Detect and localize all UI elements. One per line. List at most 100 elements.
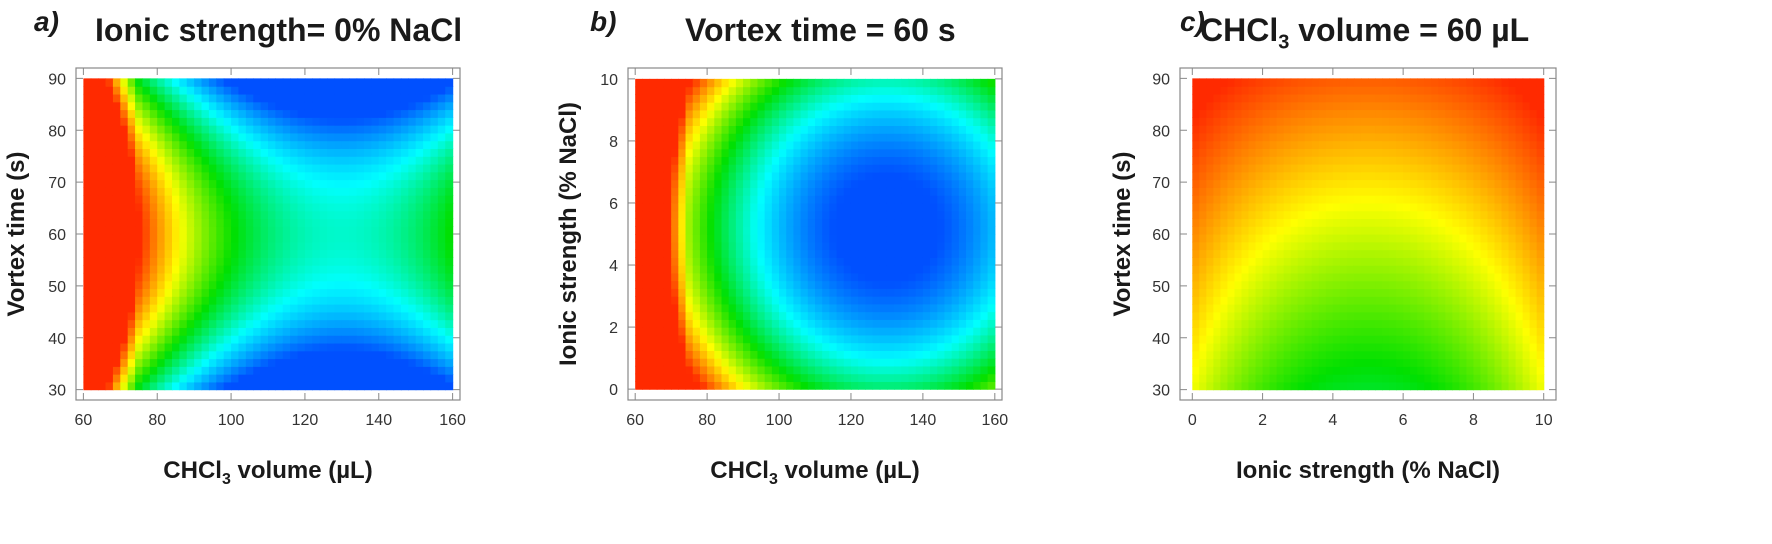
heatmap-cell — [1220, 296, 1229, 305]
heatmap-cell — [779, 327, 787, 336]
heatmap-cell — [1311, 304, 1320, 313]
heatmap-cell — [378, 311, 387, 321]
heatmap-cell — [415, 195, 424, 204]
heatmap-cell — [685, 210, 694, 220]
heatmap-cell — [1332, 109, 1341, 118]
heatmap-cell — [1199, 117, 1207, 126]
heatmap-cell — [980, 249, 989, 258]
heatmap-cell — [822, 327, 830, 336]
heatmap-cell — [750, 148, 759, 158]
heatmap-cell — [779, 311, 787, 320]
heatmap-cell — [179, 101, 188, 111]
heatmap-cell — [437, 358, 446, 367]
heatmap-cell — [216, 187, 225, 196]
heatmap-cell — [327, 288, 336, 297]
heatmap-cell — [908, 226, 917, 235]
heatmap-cell — [1339, 226, 1348, 235]
heatmap-cell — [915, 140, 924, 150]
heatmap-cell — [1290, 171, 1299, 181]
heatmap-cell — [282, 234, 291, 243]
heatmap-cell — [886, 109, 895, 119]
heatmap-cell — [105, 101, 114, 111]
heatmap-cell — [879, 249, 888, 258]
heatmap-cell — [937, 381, 946, 390]
heatmap-cell — [750, 311, 759, 320]
heatmap-cell — [1283, 257, 1292, 266]
heatmap-cell — [1339, 132, 1348, 142]
heatmap-cell — [83, 210, 92, 220]
heatmap-cell — [1346, 350, 1355, 360]
heatmap-cell — [445, 311, 454, 321]
heatmap-cell — [423, 350, 432, 360]
heatmap-cell — [951, 164, 960, 173]
heatmap-cell — [1283, 171, 1292, 181]
heatmap-cell — [105, 156, 114, 165]
heatmap-cell — [356, 156, 365, 165]
heatmap-cell — [930, 140, 938, 150]
heatmap-cell — [1339, 342, 1348, 352]
heatmap-cell — [327, 257, 336, 266]
heatmap-cell — [1290, 218, 1299, 227]
heatmap-cell — [378, 296, 387, 305]
heatmap-cell — [1241, 335, 1250, 344]
heatmap-cell — [430, 280, 439, 290]
heatmap-cell — [699, 334, 708, 344]
heatmap-cell — [958, 140, 967, 150]
heatmap-cell — [408, 296, 417, 305]
heatmap-cell — [120, 265, 129, 274]
heatmap-cell — [901, 195, 910, 204]
heatmap-cell — [951, 148, 960, 158]
heatmap-cell — [872, 109, 881, 119]
heatmap-cell — [937, 288, 946, 297]
heatmap-cell — [238, 257, 247, 266]
heatmap-cell — [685, 342, 694, 351]
heatmap-cell — [915, 171, 924, 181]
heatmap-cell — [793, 195, 802, 204]
heatmap-cell — [656, 257, 665, 266]
heatmap-cell — [980, 241, 989, 251]
heatmap-cell — [393, 179, 402, 188]
heatmap-cell — [1304, 140, 1313, 150]
heatmap-cell — [901, 202, 910, 212]
heatmap-cell — [297, 327, 306, 336]
heatmap-cell — [400, 265, 409, 274]
heatmap-cell — [386, 93, 395, 103]
heatmap-cell — [231, 117, 240, 126]
heatmap-cell — [201, 163, 210, 173]
heatmap-cell — [341, 234, 350, 243]
heatmap-cell — [858, 86, 866, 95]
heatmap-cell — [771, 327, 780, 336]
heatmap-cell — [1269, 366, 1278, 375]
heatmap-cell — [1248, 374, 1257, 383]
heatmap-cell — [894, 164, 902, 173]
heatmap-cell — [973, 109, 982, 119]
heatmap-cell — [356, 78, 365, 87]
heatmap-cell — [135, 78, 144, 87]
heatmap-cell — [728, 109, 737, 119]
heatmap-cell — [1241, 272, 1250, 282]
heatmap-cell — [290, 381, 299, 391]
heatmap-cell — [937, 210, 946, 220]
heatmap-cell — [157, 327, 166, 336]
heatmap-cell — [944, 202, 953, 212]
heatmap-cell — [260, 280, 269, 290]
heatmap-cell — [1269, 218, 1278, 227]
heatmap-cell — [356, 117, 365, 126]
heatmap-cell — [815, 94, 823, 103]
heatmap-cell — [915, 249, 924, 258]
heatmap-cell — [349, 226, 358, 235]
heatmap-cell — [290, 358, 299, 367]
heatmap-cell — [764, 133, 773, 142]
y-tick-label: 90 — [48, 71, 66, 88]
heatmap-cell — [951, 381, 960, 390]
heatmap-cell — [1325, 218, 1334, 227]
heatmap-cell — [208, 311, 217, 321]
heatmap-cell — [238, 304, 247, 313]
heatmap-cell — [319, 381, 328, 391]
heatmap-cell — [1325, 93, 1334, 103]
heatmap-cell — [1283, 327, 1292, 336]
heatmap-cell — [378, 241, 387, 251]
heatmap-cell — [172, 374, 180, 383]
heatmap-cell — [445, 140, 454, 150]
heatmap-cell — [1325, 234, 1334, 243]
